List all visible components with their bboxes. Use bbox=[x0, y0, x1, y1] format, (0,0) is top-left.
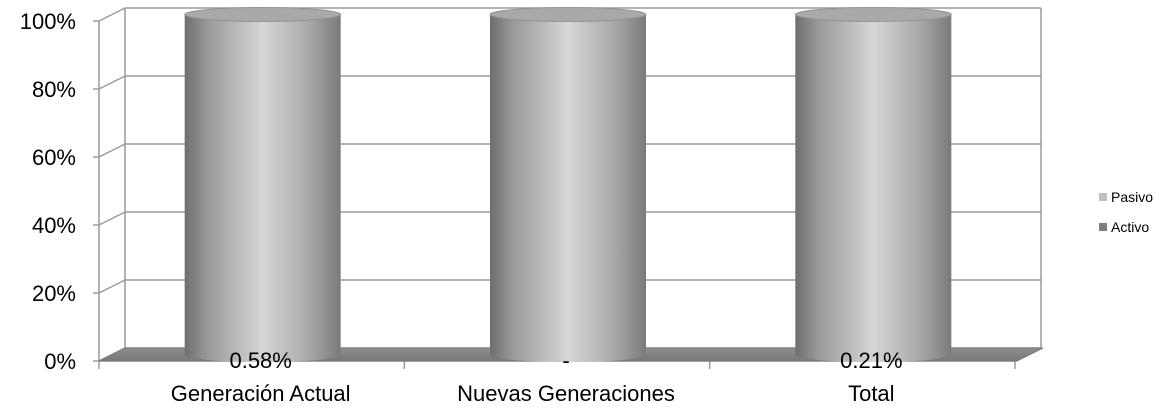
bar-2 bbox=[489, 7, 647, 362]
y-tick-label: 100% bbox=[20, 9, 76, 34]
legend-swatch-pasivo bbox=[1099, 193, 1107, 201]
legend-item-pasivo: Pasivo bbox=[1099, 182, 1153, 212]
gridline-side bbox=[98, 7, 126, 22]
labels: 0% 20% 40% 60% 80% 100% 0.58% Generación Actual… bbox=[20, 9, 903, 406]
y-tick-label: 40% bbox=[32, 213, 76, 238]
bar-1 bbox=[184, 7, 342, 362]
gridline-side bbox=[98, 211, 126, 226]
y-tick-label: 0% bbox=[44, 349, 76, 374]
gridline-side bbox=[98, 143, 126, 158]
y-tick-label: 20% bbox=[32, 281, 76, 306]
x-tick-label: Nuevas Generaciones bbox=[457, 381, 675, 406]
bar-body bbox=[184, 14, 341, 362]
data-label: 0.58% bbox=[229, 348, 291, 373]
x-tick-label: Generación Actual bbox=[171, 381, 351, 406]
bar-top bbox=[489, 7, 647, 22]
x-tick-label: Total bbox=[848, 381, 894, 406]
data-label: - bbox=[562, 348, 569, 373]
legend: Pasivo Activo bbox=[1099, 182, 1153, 242]
data-label: 0.21% bbox=[840, 348, 902, 373]
y-tick-label: 80% bbox=[32, 77, 76, 102]
bars bbox=[184, 7, 952, 362]
gridline-side bbox=[98, 279, 126, 294]
legend-swatch-activo bbox=[1099, 223, 1107, 231]
legend-label-pasivo: Pasivo bbox=[1111, 189, 1154, 205]
gridline-side bbox=[98, 75, 126, 90]
bar-3 bbox=[794, 7, 952, 362]
legend-item-activo: Activo bbox=[1099, 212, 1153, 242]
bar-top bbox=[184, 7, 342, 22]
legend-label-activo: Activo bbox=[1111, 219, 1150, 235]
y-tick-label: 60% bbox=[32, 145, 76, 170]
bar-body bbox=[490, 14, 646, 362]
bar-body bbox=[795, 14, 952, 362]
bar-top bbox=[794, 7, 952, 22]
